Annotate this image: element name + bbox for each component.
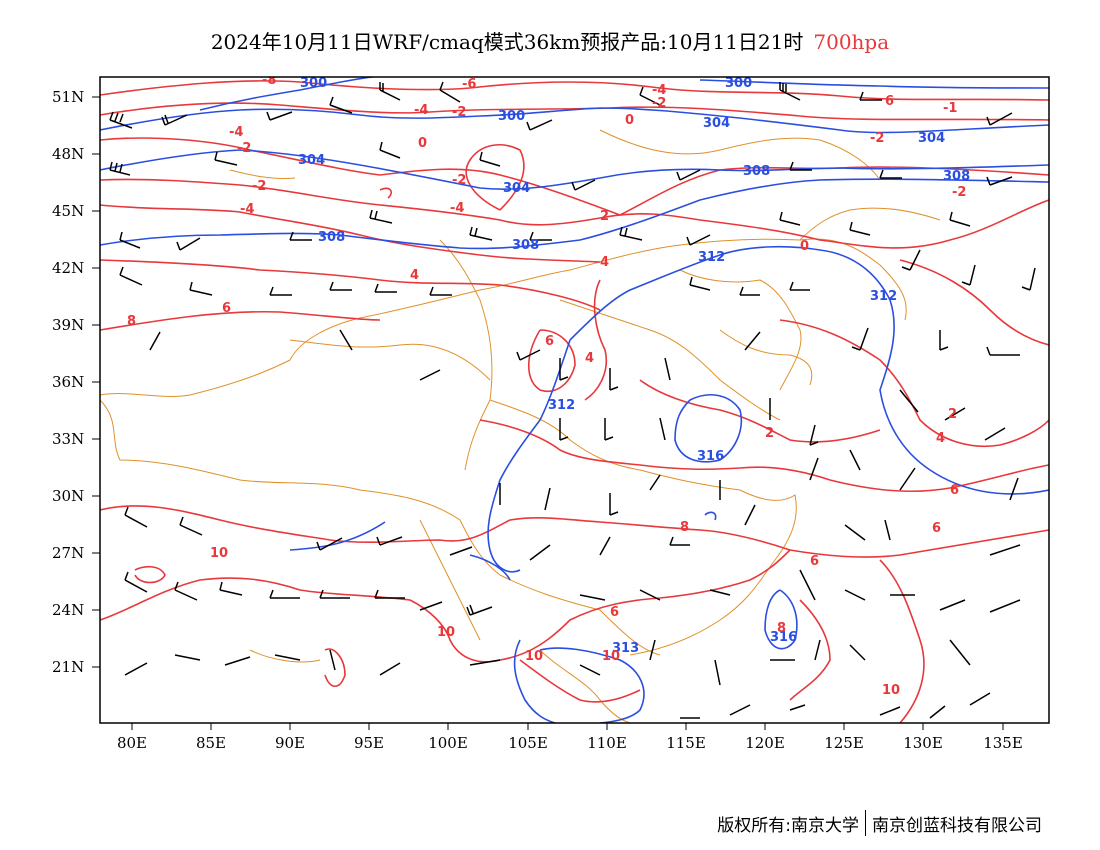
temp-label: -2 (952, 185, 966, 200)
temp-label: 8 (777, 621, 786, 636)
temp-label: -2 (452, 105, 466, 120)
temp-label: 6 (950, 483, 959, 498)
temperature-labels: -8 -4 -4 -2 -2 -4 -2 -2 0 -2 -2 2 -4 -4 … (127, 73, 966, 698)
temp-label: 6 (885, 94, 894, 109)
temp-label: 2 (765, 426, 774, 441)
temp-label: -2 (452, 173, 466, 188)
lon-label-135e: 135E (983, 734, 1023, 752)
lon-label-85e: 85E (195, 734, 227, 752)
lat-label-42n: 42N (52, 259, 85, 277)
temp-label: 10 (437, 625, 455, 640)
temp-label: 6 (932, 521, 941, 536)
title-main: 2024年10月11日WRF/cmaq模式36km预报产品:10月11日21时 (210, 30, 804, 54)
height-label: 300 (725, 76, 752, 91)
height-label: 304 (298, 153, 325, 168)
height-label: 300 (300, 76, 327, 91)
height-label: 308 (318, 230, 345, 245)
temp-label: 4 (585, 351, 594, 366)
company-name: 南京创蓝科技有限公司 (872, 815, 1042, 836)
lon-label-100e: 100E (428, 734, 468, 752)
lon-label-95e: 95E (353, 734, 385, 752)
temp-label: 10 (210, 546, 228, 561)
lat-label-36n: 36N (52, 373, 85, 391)
height-label: 308 (512, 238, 539, 253)
temp-label: 0 (418, 136, 427, 151)
lat-label-39n: 39N (52, 316, 85, 334)
lat-label-51n: 51N (52, 88, 85, 106)
temp-label: 4 (600, 255, 609, 270)
temp-label: -4 (652, 83, 666, 98)
lat-label-48n: 48N (52, 145, 85, 163)
temp-label: -6 (462, 77, 476, 92)
lon-label-125e: 125E (824, 734, 864, 752)
temp-label: 6 (222, 301, 231, 316)
temp-label: -4 (229, 125, 243, 140)
temp-label: -2 (652, 96, 666, 111)
lon-label-130e: 130E (903, 734, 943, 752)
temp-label: 6 (810, 554, 819, 569)
map-title: 2024年10月11日WRF/cmaq模式36km预报产品:10月11日21时 7… (0, 26, 1100, 55)
temp-label: 4 (936, 431, 945, 446)
lat-label-33n: 33N (52, 430, 85, 448)
height-label: 312 (870, 289, 897, 304)
copyright-text: 版权所有:南京大学 (717, 815, 859, 836)
temp-label: 6 (610, 605, 619, 620)
temp-label: -1 (943, 101, 957, 116)
footer-divider (865, 810, 866, 836)
lat-label-24n: 24N (52, 601, 85, 619)
height-label: 304 (918, 131, 945, 146)
temp-label: -4 (240, 202, 254, 217)
height-label: 308 (743, 164, 770, 179)
temp-label: 10 (882, 683, 900, 698)
lon-label-110e: 110E (587, 734, 627, 752)
lat-label-21n: 21N (52, 658, 85, 676)
temp-label: -2 (237, 141, 251, 156)
lon-label-120e: 120E (745, 734, 785, 752)
temp-label: -2 (870, 131, 884, 146)
temp-label: -4 (450, 201, 464, 216)
lat-label-27n: 27N (52, 544, 85, 562)
lon-label-115e: 115E (666, 734, 706, 752)
lat-label-45n: 45N (52, 202, 85, 220)
lon-label-90e: 90E (274, 734, 306, 752)
height-contours (100, 77, 1049, 723)
temp-label: 8 (680, 520, 689, 535)
height-label: 304 (503, 181, 530, 196)
temp-label: 10 (525, 649, 543, 664)
axis-ticks (92, 96, 1004, 730)
temp-label: -4 (414, 103, 428, 118)
title-level: 700hpa (813, 30, 890, 54)
height-label: 312 (698, 250, 725, 265)
map-frame (99, 76, 1050, 724)
temp-label: 8 (127, 314, 136, 329)
height-label: 308 (943, 169, 970, 184)
temp-label: -2 (252, 179, 266, 194)
temp-label: -8 (262, 73, 276, 88)
height-label: 313 (612, 641, 639, 656)
lat-label-30n: 30N (52, 487, 85, 505)
temp-label: 0 (800, 239, 809, 254)
temp-label: 0 (625, 113, 634, 128)
temp-label: 6 (545, 334, 554, 349)
height-labels: 300 300 300 304 304 304 304 308 308 308 … (298, 76, 970, 656)
height-label: 312 (548, 398, 575, 413)
lon-label-80e: 80E (116, 734, 148, 752)
temp-label: 2 (600, 209, 609, 224)
temp-label: 10 (602, 649, 620, 664)
temp-label: 4 (410, 268, 419, 283)
height-label: 316 (697, 449, 724, 464)
height-label: 300 (498, 109, 525, 124)
boundaries-layer (100, 129, 941, 723)
footer-credits: 版权所有:南京大学 南京创蓝科技有限公司 (717, 810, 1042, 836)
height-label: 304 (703, 116, 730, 131)
wind-barbs (109, 81, 1036, 719)
lon-label-105e: 105E (508, 734, 548, 752)
height-label: 316 (770, 630, 797, 645)
temp-label: 2 (948, 407, 957, 422)
